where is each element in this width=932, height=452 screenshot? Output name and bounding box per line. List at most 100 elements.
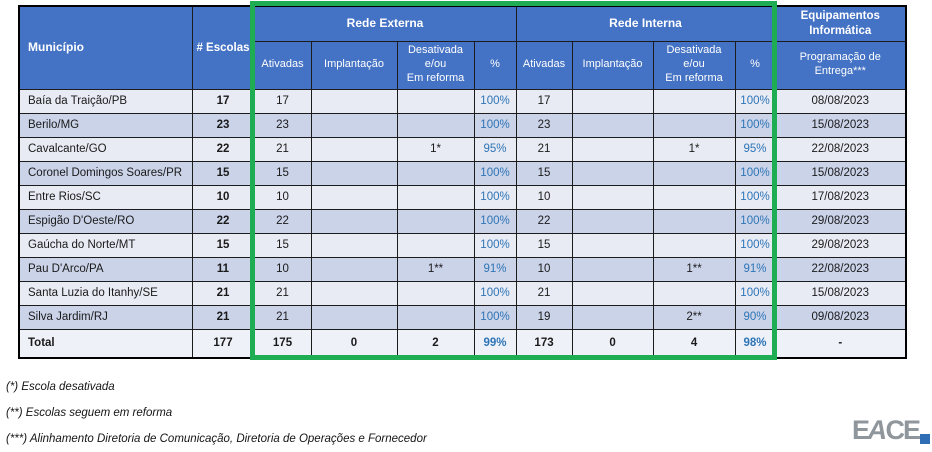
int-ativadas-cell: 17 [515, 88, 573, 114]
int-implantacao-cell [571, 112, 654, 138]
col-header-ext-implantacao: Implantação [310, 40, 398, 90]
ext-implantacao-cell [310, 256, 398, 282]
int-pct-cell: 95% [734, 136, 776, 162]
entrega-cell: 22/08/2023 [774, 256, 907, 282]
escolas-cell: 15 [191, 160, 255, 186]
int-implantacao-cell [571, 184, 654, 210]
footnote-escola-desativada: (*) Escola desativada [6, 381, 115, 393]
escolas-cell: 21 [191, 280, 255, 306]
ext-pct-cell: 100% [473, 184, 517, 210]
int-desativada-cell [652, 160, 736, 186]
total-entrega: - [774, 328, 907, 359]
ext-implantacao-cell [310, 232, 398, 258]
total-ext-implantacao: 0 [310, 328, 398, 359]
int-desativada-cell [652, 280, 736, 306]
int-pct-cell: 91% [734, 256, 776, 282]
col-header-programacao: Programação de Entrega*** [774, 40, 907, 90]
ext-pct-cell: 91% [473, 256, 517, 282]
table-row: Coronel Domingos Soares/PR 15 15 100% 15… [18, 160, 907, 186]
ext-ativadas-cell: 21 [253, 136, 312, 162]
int-ativadas-cell: 10 [515, 184, 573, 210]
municipio-cell: Cavalcante/GO [18, 136, 193, 162]
col-header-escolas: # Escolas [191, 5, 255, 90]
int-desativada-cell [652, 232, 736, 258]
escolas-cell: 10 [191, 184, 255, 210]
ext-desativada-cell [396, 208, 475, 234]
entrega-cell: 17/08/2023 [774, 184, 907, 210]
ext-pct-cell: 100% [473, 160, 517, 186]
escolas-cell: 15 [191, 232, 255, 258]
ext-implantacao-cell [310, 136, 398, 162]
entrega-cell: 15/08/2023 [774, 112, 907, 138]
ext-pct-cell: 100% [473, 88, 517, 114]
total-int-ativadas: 173 [515, 328, 573, 359]
entrega-cell: 29/08/2023 [774, 208, 907, 234]
logo-blue-square-icon [920, 434, 930, 444]
escolas-cell: 22 [191, 136, 255, 162]
entrega-cell: 15/08/2023 [774, 280, 907, 306]
col-header-ext-ativadas: Ativadas [253, 40, 312, 90]
municipio-cell: Espigão D'Oeste/RO [18, 208, 193, 234]
int-ativadas-cell: 23 [515, 112, 573, 138]
ext-pct-cell: 100% [473, 112, 517, 138]
ext-desativada-cell: 1** [396, 256, 475, 282]
int-pct-cell: 100% [734, 280, 776, 306]
ext-implantacao-cell [310, 280, 398, 306]
footnote-escolas-reforma: (**) Escolas seguem em reforma [6, 407, 173, 419]
ext-pct-cell: 100% [473, 304, 517, 330]
table-row: Gaúcha do Norte/MT 15 15 100% 15 100% 29… [18, 232, 907, 258]
ext-implantacao-cell [310, 160, 398, 186]
municipio-cell: Santa Luzia do Itanhy/SE [18, 280, 193, 306]
int-ativadas-cell: 15 [515, 160, 573, 186]
int-desativada-cell [652, 208, 736, 234]
logo-letter: C [885, 415, 904, 445]
col-header-municipio: Município [18, 5, 193, 90]
ext-desativada-cell [396, 112, 475, 138]
total-ext-ativadas: 175 [253, 328, 312, 359]
col-header-int-implantacao: Implantação [571, 40, 654, 90]
escolas-cell: 11 [191, 256, 255, 282]
municipio-cell: Coronel Domingos Soares/PR [18, 160, 193, 186]
ext-ativadas-cell: 15 [253, 160, 312, 186]
ext-ativadas-cell: 21 [253, 280, 312, 306]
int-desativada-cell: 2** [652, 304, 736, 330]
group-header-rede-externa: Rede Externa [253, 5, 517, 42]
ext-pct-cell: 100% [473, 232, 517, 258]
ext-desativada-cell [396, 160, 475, 186]
col-header-int-ativadas: Ativadas [515, 40, 573, 90]
ext-implantacao-cell [310, 184, 398, 210]
ext-implantacao-cell [310, 208, 398, 234]
escolas-cell: 21 [191, 304, 255, 330]
escolas-cell: 23 [191, 112, 255, 138]
int-ativadas-cell: 19 [515, 304, 573, 330]
int-ativadas-cell: 21 [515, 136, 573, 162]
ext-ativadas-cell: 21 [253, 304, 312, 330]
ext-desativada-cell [396, 280, 475, 306]
entrega-cell: 09/08/2023 [774, 304, 907, 330]
ext-desativada-cell [396, 232, 475, 258]
total-ext-pct: 99% [473, 328, 517, 359]
int-ativadas-cell: 21 [515, 280, 573, 306]
ext-desativada-cell: 1* [396, 136, 475, 162]
ext-ativadas-cell: 10 [253, 256, 312, 282]
ext-ativadas-cell: 15 [253, 232, 312, 258]
entrega-cell: 08/08/2023 [774, 88, 907, 114]
int-implantacao-cell [571, 304, 654, 330]
municipio-cell: Baía da Traição/PB [18, 88, 193, 114]
table-row: Cavalcante/GO 22 21 1* 95% 21 1* 95% 22/… [18, 136, 907, 162]
int-desativada-cell: 1** [652, 256, 736, 282]
municipio-cell: Berilo/MG [18, 112, 193, 138]
total-ext-desativada: 2 [396, 328, 475, 359]
municipio-cell: Gaúcha do Norte/MT [18, 232, 193, 258]
table-row: Berilo/MG 23 23 100% 23 100% 15/08/2023 [18, 112, 907, 138]
int-implantacao-cell [571, 88, 654, 114]
int-implantacao-cell [571, 208, 654, 234]
footnote-alinhamento: (***) Alinhamento Diretoria de Comunicaç… [6, 433, 427, 445]
int-pct-cell: 100% [734, 184, 776, 210]
ext-pct-cell: 95% [473, 136, 517, 162]
int-pct-cell: 100% [734, 208, 776, 234]
total-int-desativada: 4 [652, 328, 736, 359]
int-pct-cell: 90% [734, 304, 776, 330]
int-desativada-cell [652, 184, 736, 210]
